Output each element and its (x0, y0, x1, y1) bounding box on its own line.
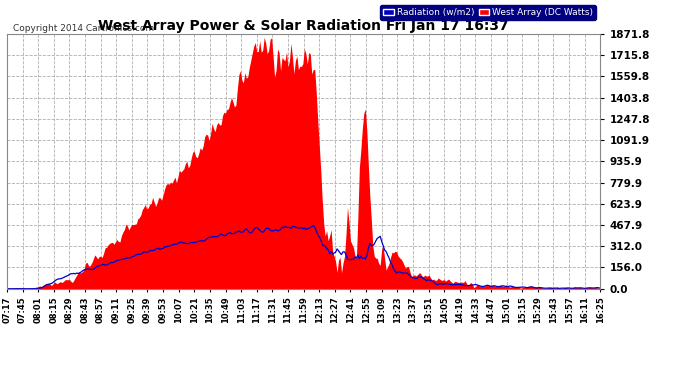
Legend: Radiation (w/m2), West Array (DC Watts): Radiation (w/m2), West Array (DC Watts) (380, 5, 595, 20)
Title: West Array Power & Solar Radiation Fri Jan 17 16:37: West Array Power & Solar Radiation Fri J… (98, 19, 509, 33)
Text: Copyright 2014 Cartronics.com: Copyright 2014 Cartronics.com (13, 24, 154, 33)
